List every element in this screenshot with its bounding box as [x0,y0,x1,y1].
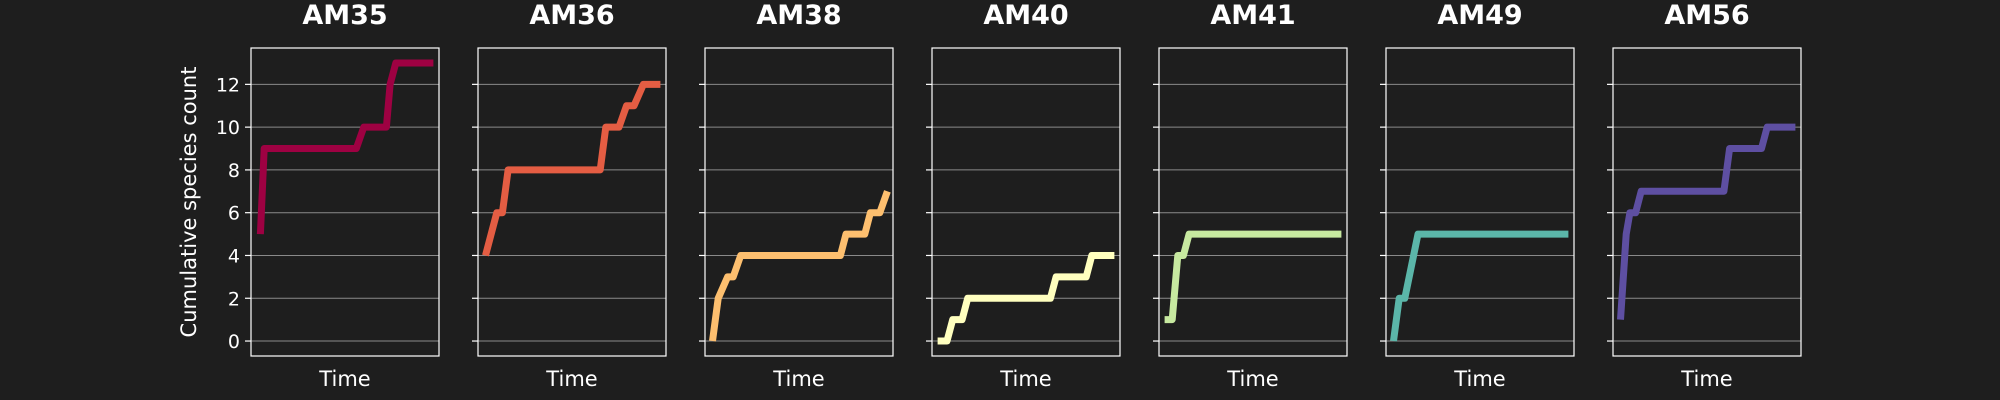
x-axis-label: Time [999,367,1051,391]
panel-am56: AM56 Time [1607,0,1802,391]
y-tick-label: 4 [228,245,240,267]
panel-title: AM35 [302,0,387,31]
x-axis-label: Time [1453,367,1505,391]
panel-frame [1612,47,1802,357]
panels: 0 2 4 6 8 10 12 AM35 Time AM36 Time AM38 Time AM40 Tim… [216,0,1802,391]
series-line-am40 [937,252,1115,345]
y-tick-label: 2 [228,288,240,310]
panel-am35: 0 2 4 6 8 10 12 AM35 Time [216,0,440,391]
panel-frame [1158,47,1348,357]
series-line-am41 [1164,230,1342,324]
x-axis-label: Time [1680,367,1732,391]
y-tick-label: 6 [228,203,240,225]
panel-title: AM41 [1210,0,1295,31]
y-tick-label: 0 [228,331,240,353]
panel-am38: AM38 Time [699,0,894,391]
panel-frame [931,47,1121,357]
panel-title: AM40 [983,0,1068,31]
y-tick-label: 12 [216,74,240,96]
panel-frame [1385,47,1575,357]
panel-frame [704,47,894,357]
x-axis-label: Time [318,367,370,391]
panel-title: AM56 [1664,0,1749,31]
y-tick-label: 10 [216,117,240,139]
panel-am41: AM41 Time [1153,0,1348,391]
series-line-am49 [1390,230,1569,342]
panel-frame [250,47,440,357]
series-line-am35 [256,59,434,235]
y-axis-label: Cumulative species count [177,67,201,338]
panel-am49: AM49 Time [1380,0,1575,391]
x-axis-label: Time [1226,367,1278,391]
panel-title: AM38 [756,0,841,31]
series-line-am56 [1617,123,1796,320]
series-line-am38 [709,190,891,342]
series-line-am36 [482,80,661,257]
x-axis-label: Time [772,367,824,391]
panel-title: AM49 [1437,0,1522,31]
panel-am40: AM40 Time [926,0,1121,391]
panel-frame [477,47,667,357]
y-tick-label: 8 [228,160,240,182]
x-axis-label: Time [545,367,597,391]
panel-title: AM36 [529,0,614,31]
panel-am36: AM36 Time [472,0,667,391]
